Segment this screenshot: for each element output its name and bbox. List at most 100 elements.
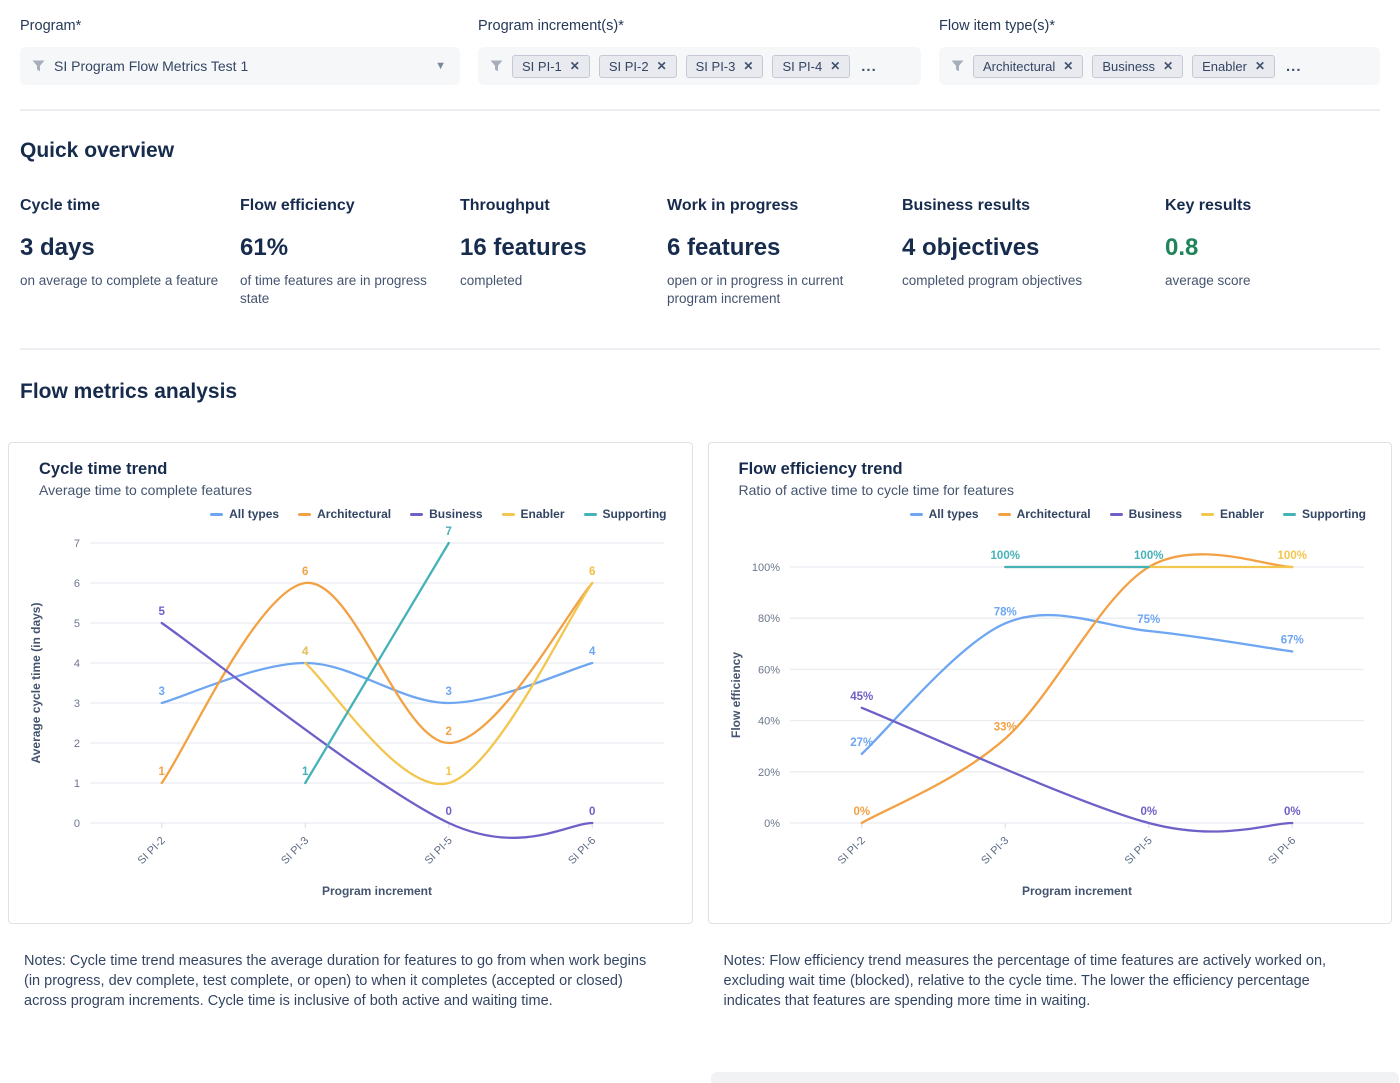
- more-chips-indicator[interactable]: ...: [861, 57, 877, 75]
- chip-si-pi-3[interactable]: SI PI-3 ✕: [685, 54, 764, 78]
- cycle-time-trend-chart: 0 1 2 3 4 5 6 7 SI PI-2 SI PI-3 SI PI-5 SI PI-6 3 4 3 4…: [29, 526, 665, 898]
- remove-chip-icon[interactable]: ✕: [656, 59, 667, 73]
- svg-text:3: 3: [159, 686, 165, 698]
- metric-value: 4 objectives: [902, 234, 1040, 261]
- svg-text:4: 4: [589, 646, 596, 658]
- legend-item-all-types[interactable]: All types: [210, 507, 279, 521]
- legend-item-supporting[interactable]: Supporting: [583, 507, 667, 521]
- svg-text:40%: 40%: [758, 716, 780, 728]
- svg-text:27%: 27%: [850, 737, 873, 749]
- svg-text:SI PI-5: SI PI-5: [1122, 835, 1154, 867]
- metric-cycle-time: Cycle time 3 days on average to complete…: [20, 197, 240, 308]
- metric-work-in-progress: Work in progress 6 features open or in p…: [667, 197, 902, 308]
- legend-label: All types: [229, 507, 280, 522]
- svg-text:100%: 100%: [1134, 550, 1163, 562]
- svg-text:SI PI-2: SI PI-2: [835, 835, 867, 867]
- flow-efficiency-trend-chart: 0% 20% 40% 60% 80% 100% SI PI-2 SI PI-3 SI PI-5 S…: [729, 550, 1364, 898]
- svg-text:SI PI-3: SI PI-3: [979, 835, 1011, 867]
- chart-legend: All types Architectural Business Enabler Sup…: [718, 505, 1383, 523]
- chip-label: Business: [1102, 58, 1156, 74]
- charts-row: Cycle time trend Average time to complet…: [8, 442, 1392, 925]
- metric-throughput: Throughput 16 features completed: [460, 197, 667, 308]
- remove-chip-icon[interactable]: ✕: [569, 59, 580, 73]
- svg-text:6: 6: [589, 566, 595, 578]
- remove-chip-icon[interactable]: ✕: [830, 59, 841, 73]
- legend-item-supporting[interactable]: Supporting: [1283, 507, 1366, 521]
- svg-text:75%: 75%: [1137, 614, 1160, 626]
- svg-text:0: 0: [589, 806, 595, 818]
- metric-description: average score: [1165, 273, 1251, 288]
- legend-item-enabler[interactable]: Enabler: [501, 507, 565, 521]
- divider: [20, 348, 1380, 351]
- chip-enabler[interactable]: Enabler ✕: [1192, 54, 1275, 78]
- legend-label: All types: [928, 507, 979, 522]
- legend-swatch: [1283, 512, 1297, 516]
- metric-value: 6 features: [667, 234, 781, 261]
- svg-text:SI PI-5: SI PI-5: [423, 835, 455, 867]
- program-filter-label: Program*: [20, 18, 82, 34]
- svg-text:5: 5: [74, 618, 80, 630]
- legend-label: Business: [1128, 507, 1182, 522]
- metric-flow-efficiency: Flow efficiency 61% of time features are…: [240, 197, 460, 308]
- program-select-value: SI Program Flow Metrics Test 1: [54, 58, 249, 74]
- flow-metrics-title: Flow metrics analysis: [20, 380, 238, 404]
- cycle-time-notes: Notes: Cycle time trend measures the ave…: [24, 953, 647, 1009]
- chip-business[interactable]: Business ✕: [1092, 54, 1184, 78]
- chip-architectural[interactable]: Architectural ✕: [973, 54, 1084, 78]
- svg-text:100%: 100%: [990, 550, 1019, 562]
- chart-subtitle: Average time to complete features: [39, 482, 252, 499]
- svg-text:Average cycle time (in days): Average cycle time (in days): [29, 603, 43, 764]
- svg-text:3: 3: [446, 686, 452, 698]
- legend-item-all-types[interactable]: All types: [909, 507, 979, 522]
- metric-value: 3 days: [20, 234, 95, 261]
- legend-label: Business: [429, 507, 483, 522]
- legend-swatch: [298, 512, 312, 516]
- svg-text:60%: 60%: [758, 665, 780, 677]
- flow-efficiency-trend-card: Flow efficiency trend Ratio of active ti…: [707, 442, 1392, 925]
- svg-text:67%: 67%: [1280, 635, 1303, 647]
- svg-text:6: 6: [74, 578, 80, 590]
- svg-text:6: 6: [302, 566, 308, 578]
- svg-text:Program increment: Program increment: [1022, 884, 1132, 898]
- metric-description: completed program objectives: [902, 273, 1083, 288]
- svg-text:4: 4: [302, 646, 309, 658]
- flow-item-types-label: Flow item type(s)*: [939, 18, 1056, 34]
- svg-text:0%: 0%: [1140, 806, 1157, 818]
- metric-description: open or in progress in current program i…: [667, 273, 844, 307]
- svg-text:3: 3: [74, 698, 80, 710]
- metric-label: Throughput: [460, 197, 550, 214]
- chip-si-pi-1[interactable]: SI PI-1 ✕: [512, 54, 590, 78]
- program-select[interactable]: SI Program Flow Metrics Test 1 ▼: [20, 47, 460, 85]
- legend-item-enabler[interactable]: Enabler: [1201, 507, 1264, 521]
- legend-item-business[interactable]: Business: [410, 507, 483, 522]
- metric-business-results: Business results 4 objectives completed …: [902, 197, 1165, 308]
- remove-chip-icon[interactable]: ✕: [1254, 59, 1265, 73]
- svg-text:Program increment: Program increment: [322, 884, 432, 898]
- legend-swatch: [997, 512, 1011, 516]
- chip-si-pi-4[interactable]: SI PI-4 ✕: [772, 54, 851, 78]
- legend-item-architectural[interactable]: Architectural: [298, 507, 391, 521]
- chart-legend: All types Architectural Business Enabler Sup…: [18, 505, 683, 523]
- more-chips-indicator[interactable]: ...: [1286, 57, 1302, 75]
- chip-label: Enabler: [1202, 58, 1247, 74]
- svg-text:7: 7: [74, 538, 80, 550]
- chip-label: Architectural: [983, 58, 1056, 74]
- legend-item-architectural[interactable]: Architectural: [997, 507, 1091, 522]
- svg-text:0%: 0%: [1284, 806, 1301, 818]
- svg-text:80%: 80%: [758, 614, 780, 626]
- svg-text:1: 1: [302, 766, 309, 778]
- remove-chip-icon[interactable]: ✕: [1163, 59, 1174, 73]
- metric-label: Flow efficiency: [240, 197, 355, 214]
- legend-label: Enabler: [1220, 507, 1265, 522]
- chevron-down-icon[interactable]: ▼: [435, 60, 446, 72]
- remove-chip-icon[interactable]: ✕: [1063, 59, 1074, 73]
- legend-label: Architectural: [1016, 507, 1091, 522]
- remove-chip-icon[interactable]: ✕: [743, 59, 754, 73]
- chip-label: SI PI-4: [782, 58, 823, 74]
- chip-si-pi-2[interactable]: SI PI-2 ✕: [598, 54, 677, 78]
- program-increments-multiselect[interactable]: SI PI-1 ✕ SI PI-2 ✕ SI PI-3 ✕ SI PI-4 ✕ ...: [478, 47, 921, 85]
- metrics-row: Cycle time 3 days on average to complete…: [20, 197, 1380, 308]
- legend-item-business[interactable]: Business: [1109, 507, 1182, 522]
- program-filter: Program* SI Program Flow Metrics Test 1 …: [20, 18, 460, 85]
- flow-item-types-multiselect[interactable]: Architectural ✕ Business ✕ Enabler ✕ ...: [939, 47, 1380, 85]
